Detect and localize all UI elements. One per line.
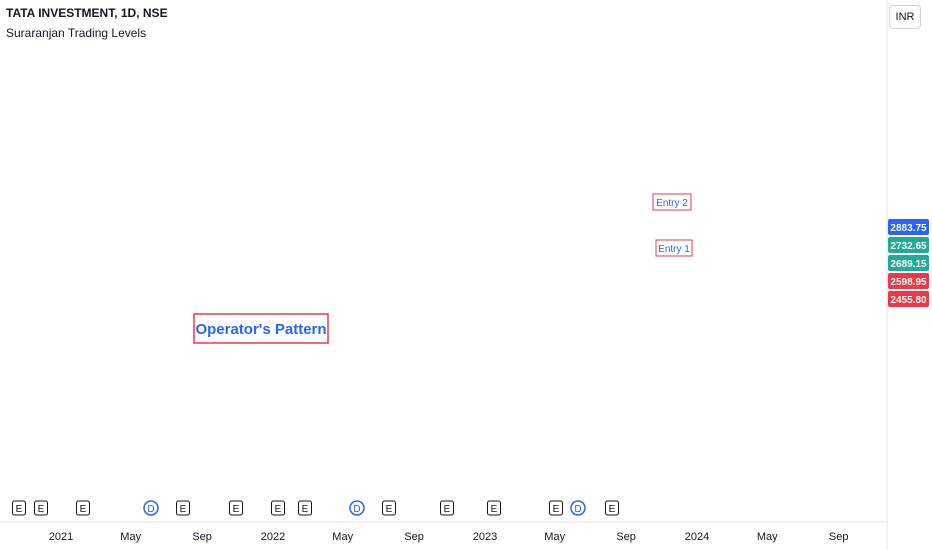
earnings-marker: E: [12, 500, 26, 516]
price-tag-bg: [888, 291, 929, 307]
earnings-marker-label: E: [38, 504, 45, 515]
price-tag: 2455.80: [888, 291, 929, 307]
earnings-marker-box: [76, 500, 90, 516]
symbol-title: TATA INVESTMENT, 1D, NSE: [6, 6, 168, 20]
dividend-marker-circle: [570, 500, 586, 516]
entry1-box: [655, 239, 693, 257]
price-tag-label: 2732.65: [890, 241, 927, 252]
earnings-marker-box: [229, 500, 243, 516]
earnings-marker-box: [176, 500, 190, 516]
earnings-marker-box: [549, 500, 563, 516]
entry2-label: Entry 2: [656, 198, 688, 209]
x-tick-label: Sep: [404, 531, 424, 543]
entry2-annotation: Entry 2: [652, 193, 692, 211]
price-tag: 2732.65: [888, 237, 929, 253]
operator-pattern-annotation: Operator's Pattern: [193, 313, 329, 344]
x-tick-label: 2021: [49, 531, 73, 543]
dividend-marker-label: D: [147, 504, 154, 515]
earnings-marker: E: [440, 500, 454, 516]
currency-button[interactable]: INR: [889, 5, 921, 29]
entry2-box: [652, 193, 692, 211]
entry1-annotation: Entry 1: [655, 239, 693, 257]
dividend-marker: D: [570, 500, 586, 516]
earnings-marker-label: E: [275, 504, 282, 515]
price-tag-label: 2689.15: [890, 259, 927, 270]
price-tag-label: 2455.80: [890, 295, 927, 306]
dividend-marker-label: D: [353, 504, 360, 515]
earnings-marker: E: [229, 500, 243, 516]
price-tag-label: 2883.75: [890, 223, 927, 234]
x-tick-label: May: [120, 531, 141, 543]
x-tick-label: May: [757, 531, 778, 543]
earnings-marker: E: [298, 500, 312, 516]
x-tick-label: May: [544, 531, 565, 543]
earnings-marker-label: E: [553, 504, 560, 515]
x-tick-label: Sep: [192, 531, 212, 543]
earnings-marker-label: E: [444, 504, 451, 515]
operator-pattern-label: Operator's Pattern: [195, 321, 326, 338]
price-tag: 2883.75: [888, 219, 929, 235]
x-tick-label: 2022: [261, 531, 285, 543]
plot-background: [0, 0, 887, 522]
entry1-label: Entry 1: [658, 244, 690, 255]
price-tag: 2689.15: [888, 255, 929, 271]
earnings-marker-label: E: [491, 504, 498, 515]
price-tag-bg: [888, 255, 929, 271]
earnings-marker-box: [271, 500, 285, 516]
earnings-marker-box: [34, 500, 48, 516]
earnings-marker-box: [440, 500, 454, 516]
x-tick-label: 2023: [473, 531, 497, 543]
x-tick-label: May: [332, 531, 353, 543]
operator-pattern-box: [193, 313, 329, 344]
earnings-marker-box: [298, 500, 312, 516]
earnings-marker-box: [605, 500, 619, 516]
earnings-marker: E: [271, 500, 285, 516]
dividend-marker-circle: [143, 500, 159, 516]
dividend-marker-circle: [349, 500, 365, 516]
earnings-marker-label: E: [233, 504, 240, 515]
x-tick-label: Sep: [616, 531, 636, 543]
dividend-marker: D: [349, 500, 365, 516]
earnings-marker: E: [549, 500, 563, 516]
earnings-marker: E: [605, 500, 619, 516]
price-tag-label: 2598.95: [890, 277, 927, 288]
earnings-marker: E: [176, 500, 190, 516]
indicator-title: Suraranjan Trading Levels: [6, 26, 147, 40]
dividend-marker: D: [143, 500, 159, 516]
earnings-marker: E: [34, 500, 48, 516]
price-tag-bg: [888, 219, 929, 235]
earnings-marker: E: [76, 500, 90, 516]
dividend-marker-label: D: [574, 504, 581, 515]
x-tick-label: 2024: [685, 531, 709, 543]
earnings-marker-box: [12, 500, 26, 516]
earnings-marker-label: E: [180, 504, 187, 515]
earnings-marker-box: [382, 500, 396, 516]
earnings-marker-label: E: [80, 504, 87, 515]
earnings-marker-box: [487, 500, 501, 516]
earnings-marker: E: [487, 500, 501, 516]
price-tag: 2598.95: [888, 273, 929, 289]
earnings-marker-label: E: [302, 504, 309, 515]
earnings-marker-label: E: [386, 504, 393, 515]
earnings-marker-label: E: [16, 504, 23, 515]
price-tag-bg: [888, 237, 929, 253]
earnings-marker: E: [382, 500, 396, 516]
x-tick-label: Sep: [829, 531, 849, 543]
price-tag-bg: [888, 273, 929, 289]
earnings-marker-label: E: [609, 504, 616, 515]
